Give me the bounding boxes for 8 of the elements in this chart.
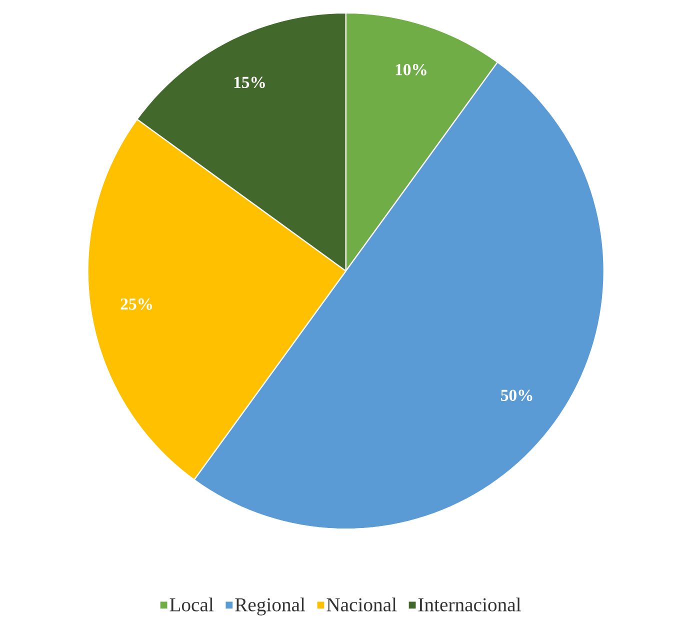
data-label: 15% [234, 76, 265, 88]
data-label: 50% [501, 390, 532, 402]
data-label: 10% [396, 64, 426, 76]
legend-label: Internacional [418, 598, 521, 612]
legend-label: Local [170, 598, 214, 612]
data-label: 25% [120, 298, 152, 310]
legend-label: Regional [235, 598, 306, 616]
legend-label: Nacional [326, 598, 397, 612]
